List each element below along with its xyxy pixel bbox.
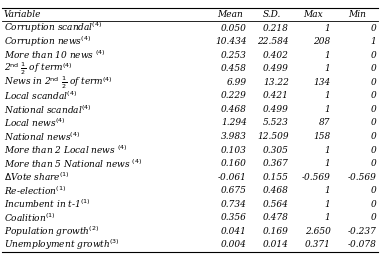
Text: Local scandal$^{(4)}$: Local scandal$^{(4)}$ — [4, 90, 77, 102]
Text: 6.99: 6.99 — [227, 78, 247, 87]
Text: 0.468: 0.468 — [221, 105, 247, 114]
Text: 0: 0 — [370, 78, 376, 87]
Text: 134: 134 — [314, 78, 331, 87]
Text: 0: 0 — [370, 24, 376, 33]
Text: Re-election$^{(1)}$: Re-election$^{(1)}$ — [4, 185, 66, 197]
Text: 0: 0 — [370, 186, 376, 195]
Text: 0.458: 0.458 — [221, 64, 247, 73]
Text: -0.569: -0.569 — [347, 173, 376, 182]
Text: 22.584: 22.584 — [257, 37, 289, 46]
Text: National news$^{(4)}$: National news$^{(4)}$ — [4, 130, 80, 143]
Text: 1: 1 — [325, 186, 331, 195]
Text: 13.22: 13.22 — [263, 78, 289, 87]
Text: 0.675: 0.675 — [221, 186, 247, 195]
Text: 0.169: 0.169 — [263, 227, 289, 236]
Text: 0: 0 — [370, 64, 376, 73]
Text: 1: 1 — [325, 64, 331, 73]
Text: 1: 1 — [325, 24, 331, 33]
Text: $\Delta$Vote share$^{(1)}$: $\Delta$Vote share$^{(1)}$ — [4, 171, 70, 183]
Text: 12.509: 12.509 — [257, 132, 289, 141]
Text: -0.061: -0.061 — [218, 173, 247, 182]
Text: 0.305: 0.305 — [263, 146, 289, 155]
Text: S.D.: S.D. — [263, 10, 281, 19]
Text: 0.103: 0.103 — [221, 146, 247, 155]
Text: 1: 1 — [370, 37, 376, 46]
Text: 0.014: 0.014 — [263, 240, 289, 250]
Text: More than 10 news $^{(4)}$: More than 10 news $^{(4)}$ — [4, 49, 106, 61]
Text: 1: 1 — [325, 51, 331, 60]
Text: Min: Min — [348, 10, 366, 19]
Text: 0.160: 0.160 — [221, 159, 247, 168]
Text: 0: 0 — [370, 118, 376, 127]
Text: -0.569: -0.569 — [302, 173, 331, 182]
Text: Mean: Mean — [217, 10, 243, 19]
Text: 5.523: 5.523 — [263, 118, 289, 127]
Text: 0.499: 0.499 — [263, 64, 289, 73]
Text: 0: 0 — [370, 51, 376, 60]
Text: 0.421: 0.421 — [263, 91, 289, 100]
Text: 0.218: 0.218 — [263, 24, 289, 33]
Text: 0.734: 0.734 — [221, 200, 247, 209]
Text: 0.041: 0.041 — [221, 227, 247, 236]
Text: 0: 0 — [370, 159, 376, 168]
Text: 1: 1 — [325, 213, 331, 222]
Text: 87: 87 — [319, 118, 331, 127]
Text: 0.050: 0.050 — [221, 24, 247, 33]
Text: Unemployment growth$^{(3)}$: Unemployment growth$^{(3)}$ — [4, 238, 119, 252]
Text: Corruption scandal$^{(4)}$: Corruption scandal$^{(4)}$ — [4, 21, 102, 35]
Text: Local news$^{(4)}$: Local news$^{(4)}$ — [4, 117, 65, 129]
Text: News in 2$^{\mathrm{nd}}$ $\frac{1}{2}$ of term$^{(4)}$: News in 2$^{\mathrm{nd}}$ $\frac{1}{2}$ … — [4, 74, 113, 91]
Text: 1.294: 1.294 — [221, 118, 247, 127]
Text: Population growth$^{(2)}$: Population growth$^{(2)}$ — [4, 224, 99, 239]
Text: 2$^{\mathrm{nd}}$ $\frac{1}{2}$ of term$^{(4)}$: 2$^{\mathrm{nd}}$ $\frac{1}{2}$ of term$… — [4, 61, 73, 77]
Text: 0.004: 0.004 — [221, 240, 247, 250]
Text: 0.367: 0.367 — [263, 159, 289, 168]
Text: 1: 1 — [325, 200, 331, 209]
Text: 1: 1 — [325, 146, 331, 155]
Text: 0.499: 0.499 — [263, 105, 289, 114]
Text: 158: 158 — [314, 132, 331, 141]
Text: 10.434: 10.434 — [215, 37, 247, 46]
Text: Incumbent in t-1$^{(1)}$: Incumbent in t-1$^{(1)}$ — [4, 198, 90, 210]
Text: 0.253: 0.253 — [221, 51, 247, 60]
Text: -0.078: -0.078 — [347, 240, 376, 250]
Text: 0.229: 0.229 — [221, 91, 247, 100]
Text: 0.468: 0.468 — [263, 186, 289, 195]
Text: 0: 0 — [370, 213, 376, 222]
Text: 0: 0 — [370, 91, 376, 100]
Text: 0: 0 — [370, 132, 376, 141]
Text: 2.650: 2.650 — [305, 227, 331, 236]
Text: 0.402: 0.402 — [263, 51, 289, 60]
Text: National scandal$^{(4)}$: National scandal$^{(4)}$ — [4, 103, 92, 116]
Text: 1: 1 — [325, 105, 331, 114]
Text: 0: 0 — [370, 105, 376, 114]
Text: Variable: Variable — [4, 10, 41, 19]
Text: Max: Max — [304, 10, 323, 19]
Text: 0.356: 0.356 — [221, 213, 247, 222]
Text: 1: 1 — [325, 159, 331, 168]
Text: Corruption news$^{(4)}$: Corruption news$^{(4)}$ — [4, 34, 91, 49]
Text: -0.237: -0.237 — [347, 227, 376, 236]
Text: Coalition$^{(1)}$: Coalition$^{(1)}$ — [4, 212, 55, 224]
Text: 3.983: 3.983 — [221, 132, 247, 141]
Text: 1: 1 — [325, 91, 331, 100]
Text: 0.155: 0.155 — [263, 173, 289, 182]
Text: More than 5 National news $^{(4)}$: More than 5 National news $^{(4)}$ — [4, 157, 142, 170]
Text: 0: 0 — [370, 146, 376, 155]
Text: 0.478: 0.478 — [263, 213, 289, 222]
Text: 0.564: 0.564 — [263, 200, 289, 209]
Text: 0: 0 — [370, 200, 376, 209]
Text: 208: 208 — [314, 37, 331, 46]
Text: 0.371: 0.371 — [305, 240, 331, 250]
Text: More than 2 Local news $^{(4)}$: More than 2 Local news $^{(4)}$ — [4, 144, 127, 156]
